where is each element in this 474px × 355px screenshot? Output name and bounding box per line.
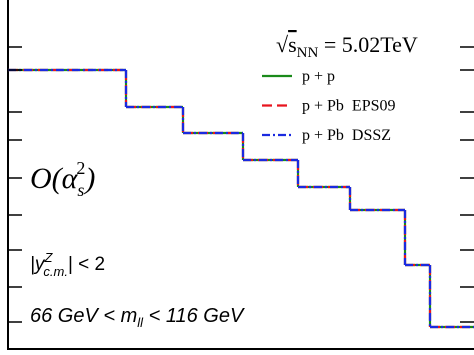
mass-tail: < 116 GeV — [143, 305, 245, 327]
mass-sub: ll — [137, 315, 144, 330]
energy-label: √sNN = 5.02TeV — [276, 32, 418, 61]
order-sup: 2 — [76, 158, 85, 178]
rapidity-sup: Z — [43, 250, 53, 265]
rapidity-label: |yZ c.m.| < 2 — [30, 250, 105, 279]
order-sub: s — [77, 180, 84, 200]
plot-frame — [7, 0, 474, 350]
legend-label: p + Pb EPS09 — [302, 98, 396, 115]
order-head: O(α — [30, 162, 79, 195]
energy-s: s — [288, 32, 297, 57]
mass-head: 66 GeV < m — [30, 305, 137, 327]
energy-value: = 5.02TeV — [318, 32, 418, 57]
rapidity-head: |y — [30, 254, 46, 275]
rapidity-tail: | < 2 — [68, 254, 105, 275]
legend-label: p + Pb DSSZ — [302, 127, 391, 144]
order-tail: ) — [83, 162, 95, 195]
legend-label: p + p — [302, 68, 335, 85]
order-label: O(αs2) — [30, 158, 95, 200]
energy-sub: NN — [297, 45, 319, 61]
mass-label: 66 GeV < mll < 116 GeV — [30, 305, 245, 330]
series-group — [8, 68, 474, 329]
sqrt: √ — [276, 32, 289, 57]
rapidity-sub: c.m. — [43, 264, 68, 279]
